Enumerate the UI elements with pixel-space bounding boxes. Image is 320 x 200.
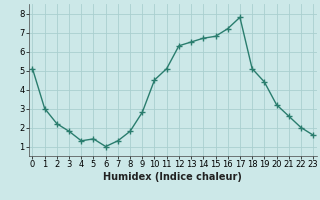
X-axis label: Humidex (Indice chaleur): Humidex (Indice chaleur) xyxy=(103,172,242,182)
